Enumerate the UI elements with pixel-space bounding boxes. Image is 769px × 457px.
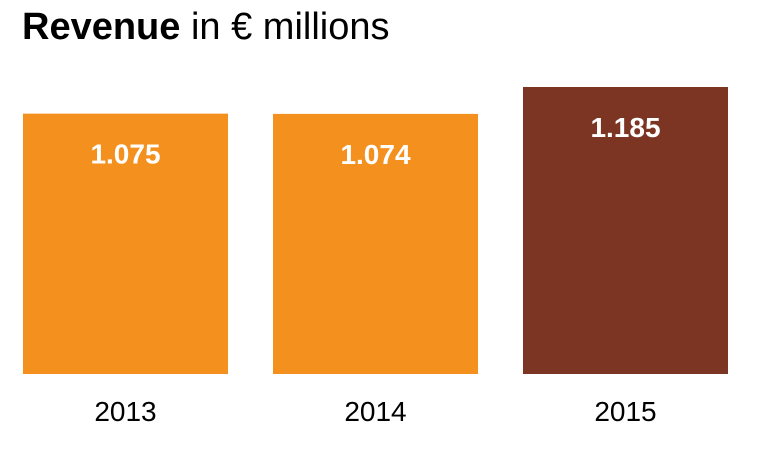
category-label-2014: 2014 [344,396,406,427]
chart-title-bold: Revenue [22,6,181,48]
chart-title-rest: in € millions [180,6,390,48]
category-label-2013: 2013 [94,396,156,427]
bar-2013 [23,113,228,374]
value-label-2013: 1.075 [90,139,160,170]
bar-2015 [523,87,728,374]
category-label-2015: 2015 [594,396,656,427]
bar-2014 [273,113,478,374]
chart-title: Revenue in € millions [22,6,389,49]
value-label-2015: 1.185 [590,112,660,143]
value-label-2014: 1.074 [340,139,410,170]
